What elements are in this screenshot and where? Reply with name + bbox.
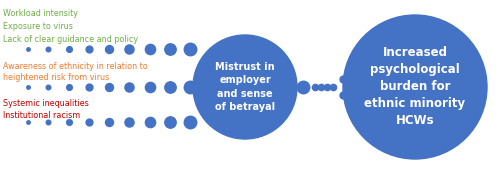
- Text: Exposure to virus: Exposure to virus: [3, 22, 73, 31]
- Text: Institutional racism: Institutional racism: [3, 111, 80, 120]
- Circle shape: [343, 15, 487, 159]
- Text: Awareness of ethnicity in relation to
heightened risk from virus: Awareness of ethnicity in relation to he…: [3, 62, 148, 82]
- Text: Workload intensity: Workload intensity: [3, 9, 78, 18]
- Text: Systemic inequalities: Systemic inequalities: [3, 99, 89, 108]
- Circle shape: [193, 35, 297, 139]
- Text: Mistrust in
employer
and sense
of betrayal: Mistrust in employer and sense of betray…: [215, 62, 275, 112]
- Text: Increased
psychological
burden for
ethnic minority
HCWs: Increased psychological burden for ethni…: [364, 46, 466, 128]
- Text: Lack of clear guidance and policy: Lack of clear guidance and policy: [3, 35, 138, 44]
